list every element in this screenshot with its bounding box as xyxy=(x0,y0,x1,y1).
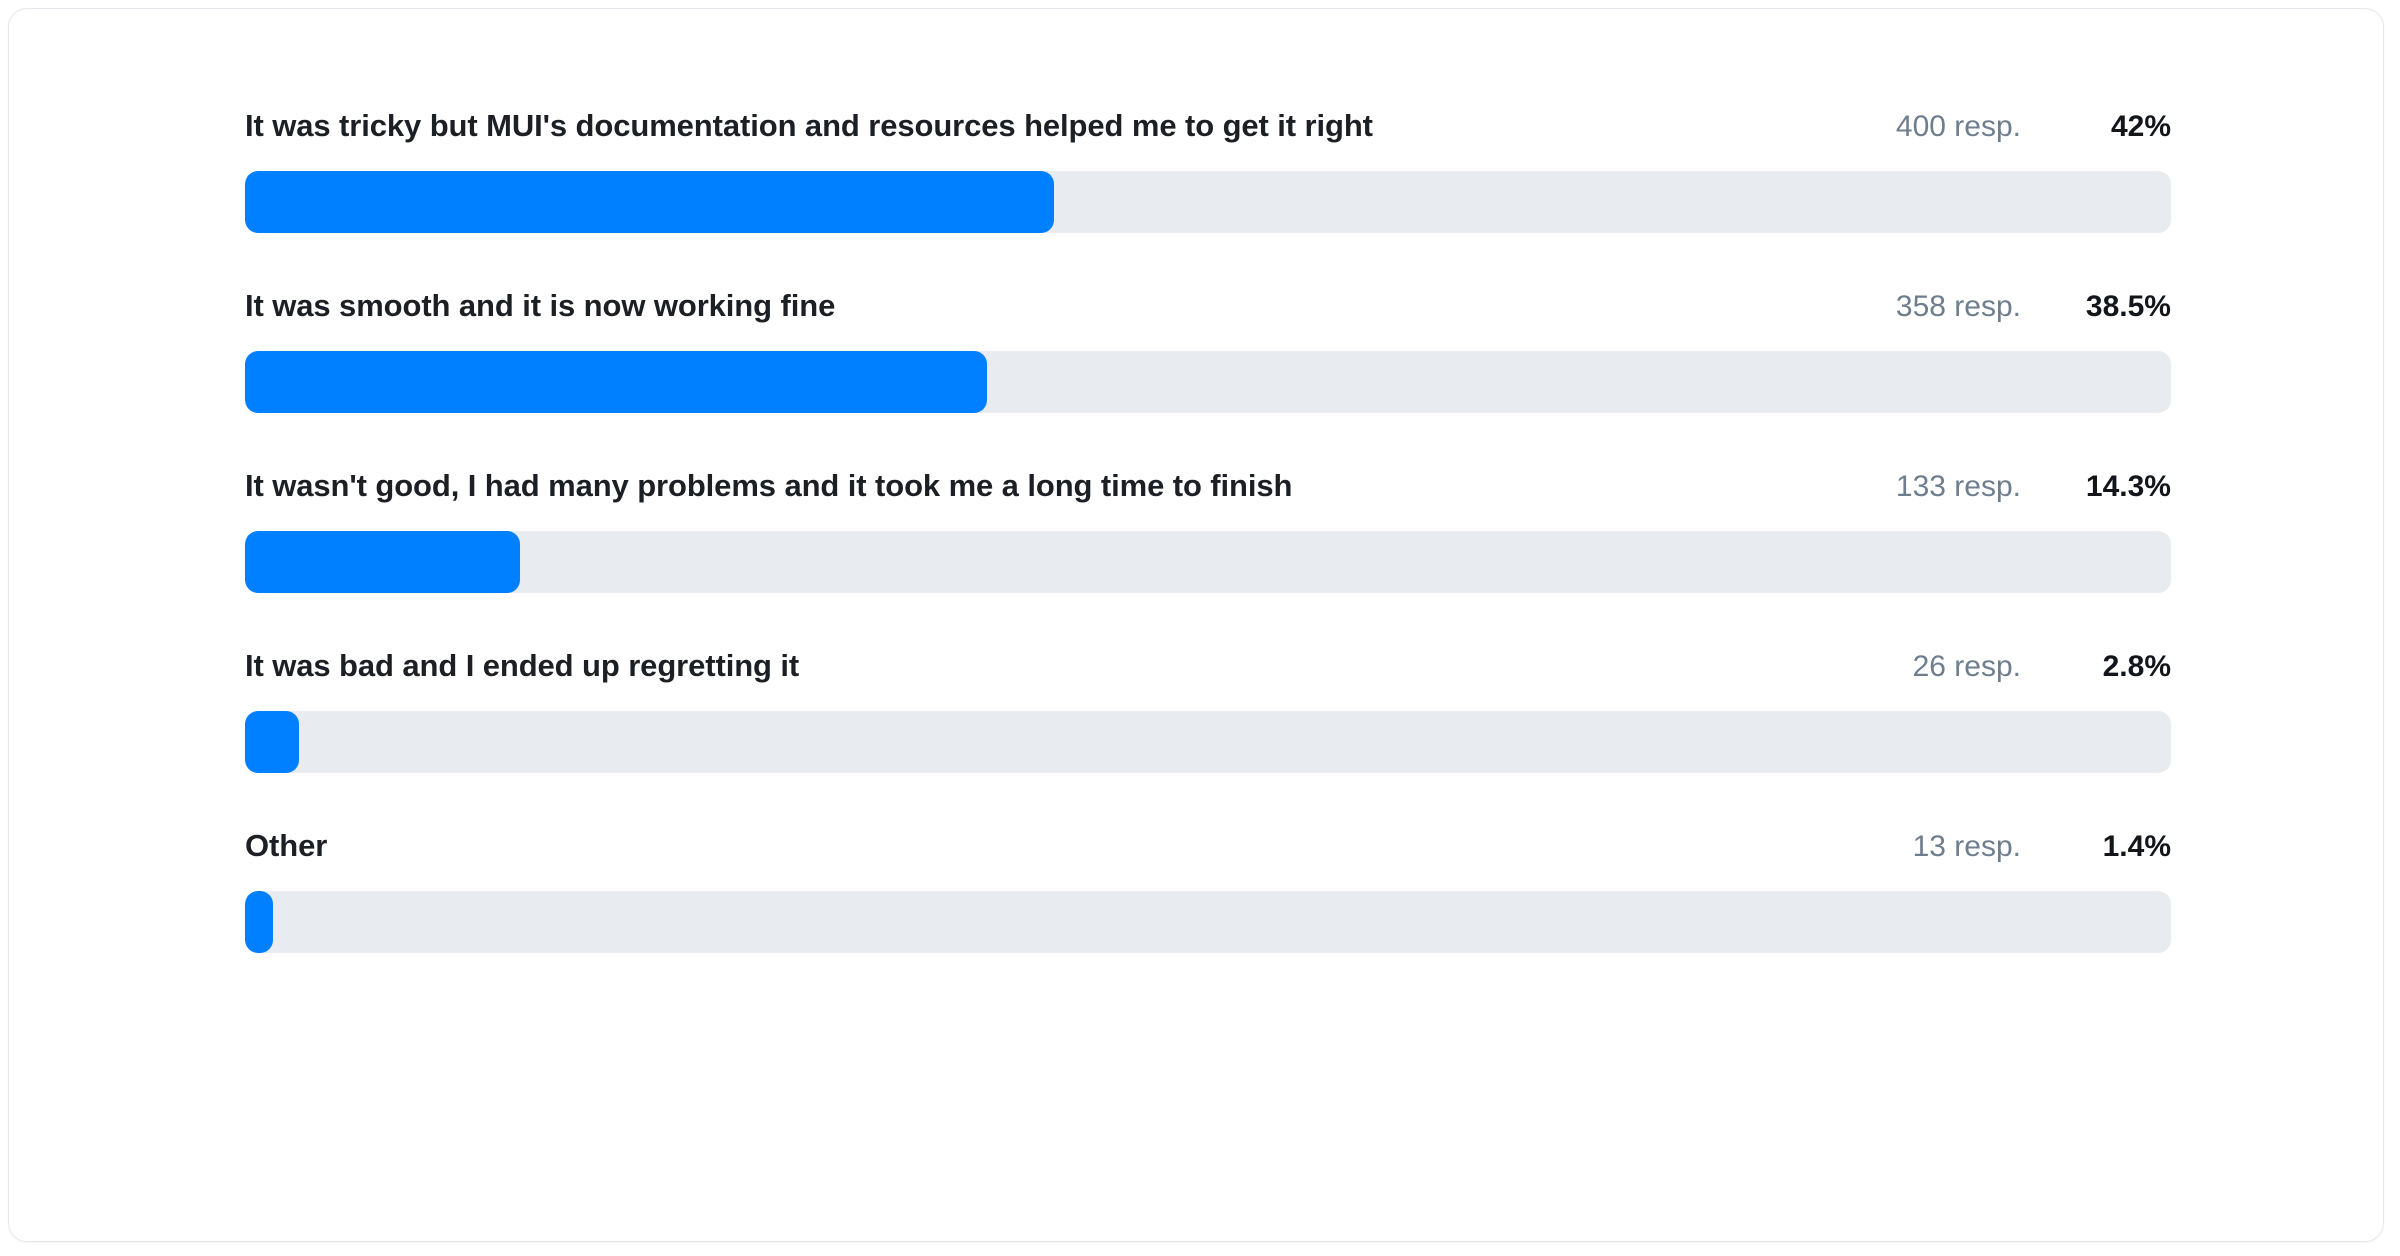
result-percentage: 38.5% xyxy=(2085,290,2171,323)
result-bar-fill xyxy=(245,891,273,953)
result-row-header: Other 13 resp. 1.4% xyxy=(245,825,2171,867)
result-row-header: It was smooth and it is now working fine… xyxy=(245,285,2171,327)
result-percentage: 14.3% xyxy=(2085,470,2171,503)
result-label: It was smooth and it is now working fine xyxy=(245,288,836,323)
result-bar-fill xyxy=(245,171,1054,233)
result-percentage: 2.8% xyxy=(2102,650,2171,683)
result-label: It was tricky but MUI's documentation an… xyxy=(245,108,1373,143)
result-row-header: It was bad and I ended up regretting it … xyxy=(245,645,2171,687)
result-row: It was smooth and it is now working fine… xyxy=(245,285,2171,413)
result-row-header: It wasn't good, I had many problems and … xyxy=(245,465,2171,507)
result-bar-track xyxy=(245,531,2171,593)
result-response-count: 133 resp. xyxy=(1895,470,2021,503)
result-row-header: It was tricky but MUI's documentation an… xyxy=(245,105,2171,147)
result-bar-track xyxy=(245,171,2171,233)
result-bar-fill xyxy=(245,351,987,413)
survey-results-list: It was tricky but MUI's documentation an… xyxy=(245,105,2171,953)
result-percentage: 1.4% xyxy=(2102,830,2171,863)
result-response-count: 13 resp. xyxy=(1912,830,2021,863)
result-response-count: 400 resp. xyxy=(1895,110,2021,143)
result-response-count: 358 resp. xyxy=(1895,290,2021,323)
result-bar-track xyxy=(245,351,2171,413)
result-bar-track xyxy=(245,891,2171,953)
result-label: It was bad and I ended up regretting it xyxy=(245,648,800,683)
result-response-count: 26 resp. xyxy=(1912,650,2021,683)
result-row: It wasn't good, I had many problems and … xyxy=(245,465,2171,593)
result-bar-fill xyxy=(245,711,299,773)
result-row: Other 13 resp. 1.4% xyxy=(245,825,2171,953)
result-bar-track xyxy=(245,711,2171,773)
result-percentage: 42% xyxy=(2110,110,2171,143)
result-bar-fill xyxy=(245,531,521,593)
survey-results-card: It was tricky but MUI's documentation an… xyxy=(8,8,2384,1242)
result-row: It was bad and I ended up regretting it … xyxy=(245,645,2171,773)
result-label: It wasn't good, I had many problems and … xyxy=(245,468,1293,503)
result-label: Other xyxy=(245,828,328,863)
result-row: It was tricky but MUI's documentation an… xyxy=(245,105,2171,233)
